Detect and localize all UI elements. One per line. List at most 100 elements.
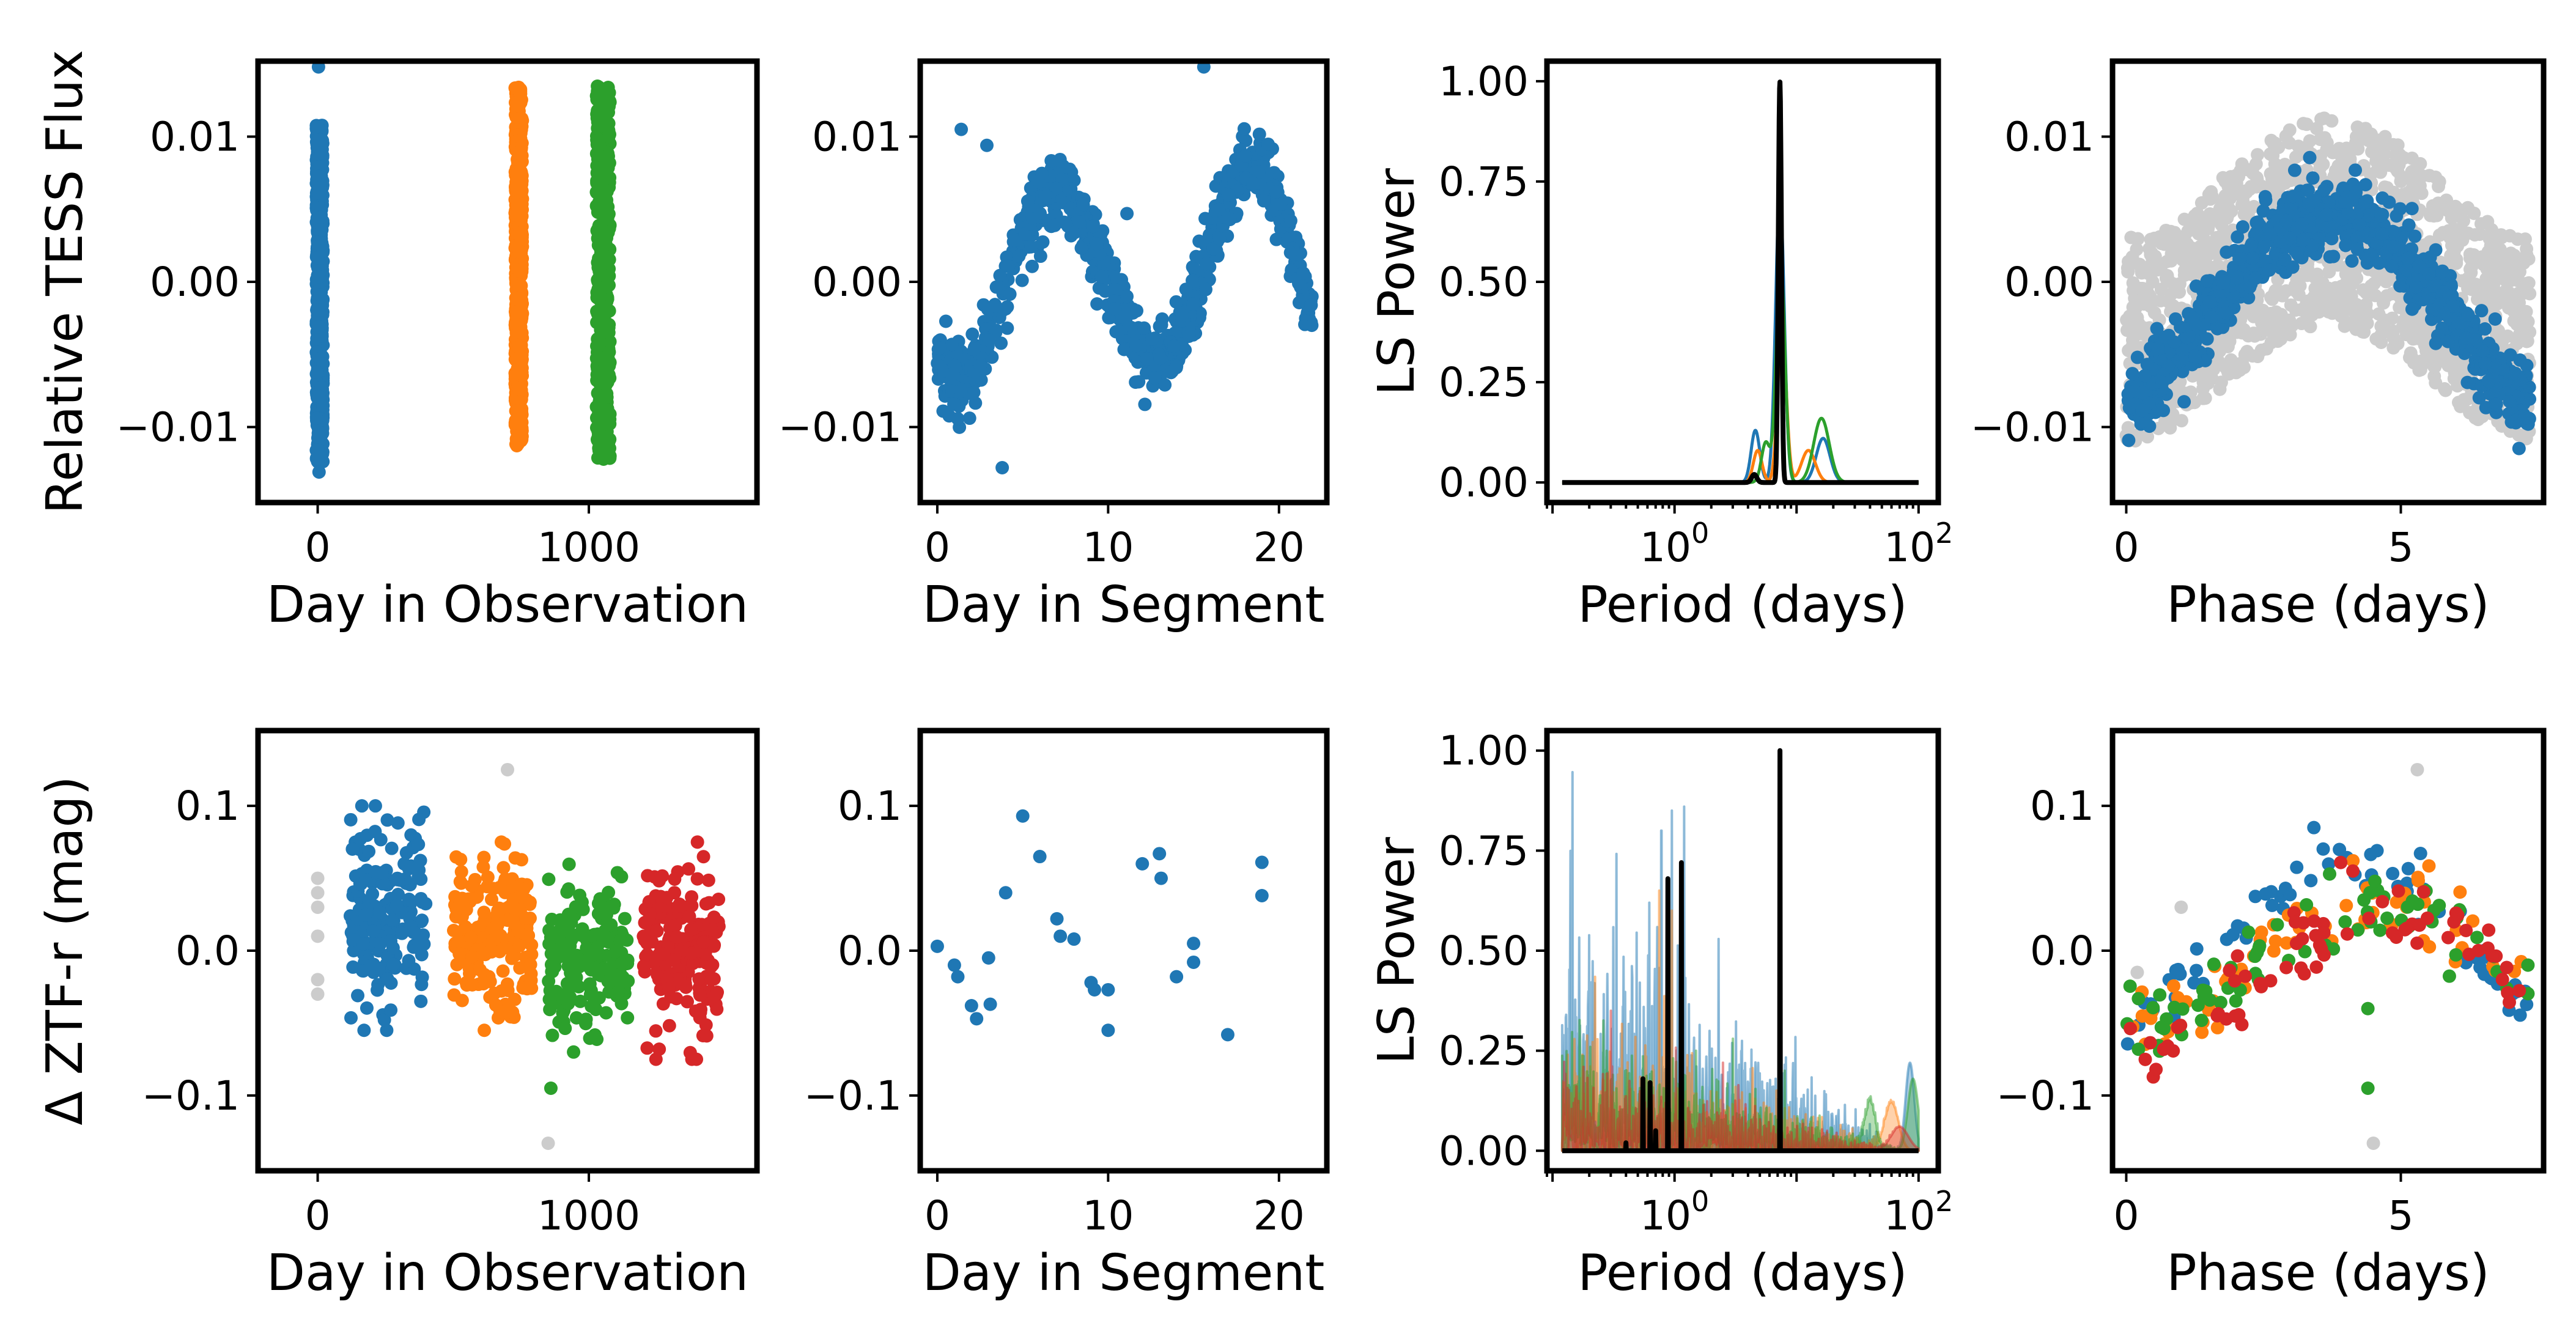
data-point	[1138, 397, 1152, 411]
data-point	[1108, 270, 1122, 284]
data-point	[2135, 404, 2149, 418]
data-point	[2303, 320, 2317, 334]
data-point	[2512, 296, 2526, 310]
y-tick-label: 0.01	[812, 114, 902, 161]
data-point	[515, 226, 529, 240]
x-axis-label: Period (days)	[1578, 576, 1907, 634]
x-tick-label: 102	[1884, 517, 1953, 571]
x-axis-label: Phase (days)	[2166, 576, 2489, 634]
data-point	[380, 1023, 394, 1037]
data-point	[2355, 325, 2369, 339]
data-point	[1283, 246, 1297, 260]
data-point	[954, 122, 969, 136]
data-point	[2427, 209, 2441, 223]
data-point	[2216, 276, 2230, 290]
y-axis-label: Relative TESS Flux	[36, 50, 94, 514]
data-point	[2177, 395, 2191, 409]
data-point	[311, 900, 325, 914]
data-point	[2409, 281, 2423, 295]
data-point	[602, 412, 616, 426]
data-point	[2325, 232, 2339, 246]
data-point	[1130, 304, 1144, 318]
data-point	[1120, 207, 1134, 221]
data-point	[311, 973, 325, 987]
data-point	[402, 893, 416, 907]
data-point	[2432, 179, 2446, 193]
data-point	[2513, 353, 2527, 367]
data-point	[1153, 352, 1167, 366]
data-point	[1000, 321, 1014, 335]
data-point	[1003, 287, 1017, 301]
data-point	[2199, 240, 2213, 254]
x-axis-label: Day in Observation	[267, 576, 748, 634]
data-point	[2386, 240, 2401, 254]
y-tick-label: 0.00	[812, 259, 902, 306]
data-point	[2319, 208, 2333, 222]
data-point	[2186, 311, 2200, 325]
data-point	[2289, 150, 2303, 164]
data-point	[1140, 352, 1154, 366]
data-point	[2308, 193, 2322, 207]
y-tick-label: 0.00	[150, 259, 240, 306]
data-point	[2121, 421, 2135, 435]
plot-area	[1560, 79, 1921, 485]
data-point	[2463, 247, 2477, 261]
data-point	[509, 352, 523, 366]
data-point	[368, 799, 382, 813]
data-point	[995, 461, 1009, 474]
data-point	[541, 1137, 555, 1150]
data-point	[2352, 135, 2366, 149]
data-point	[2273, 235, 2287, 249]
data-point	[2359, 286, 2373, 300]
data-point	[2125, 325, 2139, 339]
data-point	[2236, 196, 2250, 210]
data-point	[1257, 194, 1271, 208]
data-point	[2288, 279, 2302, 293]
data-point	[2386, 324, 2401, 338]
data-point	[2122, 433, 2136, 448]
data-point	[1206, 241, 1220, 256]
data-point	[2155, 375, 2169, 389]
data-point	[2358, 178, 2372, 192]
data-point	[344, 1011, 358, 1025]
data-point	[511, 177, 525, 191]
data-point	[2461, 308, 2475, 322]
data-point	[2438, 383, 2452, 397]
data-point	[962, 411, 976, 426]
data-point	[2126, 300, 2140, 314]
data-point	[2212, 355, 2226, 369]
data-point	[2131, 232, 2145, 246]
data-point	[312, 389, 326, 404]
data-point	[2303, 150, 2317, 164]
data-point	[312, 270, 326, 284]
data-point	[1025, 259, 1039, 273]
data-point	[2489, 397, 2503, 411]
data-point	[2443, 356, 2457, 370]
data-point	[994, 336, 1008, 350]
data-point	[2161, 233, 2175, 247]
x-tick-label: 100	[1640, 517, 1709, 571]
data-point	[2484, 286, 2498, 300]
data-point	[2491, 323, 2505, 337]
data-point	[512, 146, 526, 160]
data-point	[312, 465, 326, 479]
data-point	[2264, 167, 2278, 181]
data-point	[2204, 310, 2218, 324]
data-point	[313, 159, 327, 173]
data-point	[2243, 182, 2257, 196]
data-point	[2279, 213, 2293, 227]
data-point	[2419, 344, 2433, 358]
data-point	[596, 325, 610, 339]
data-point	[2331, 159, 2345, 173]
data-point	[1158, 378, 1172, 392]
data-point	[2177, 212, 2191, 226]
data-point	[2251, 148, 2265, 162]
data-point	[2142, 291, 2156, 305]
data-point	[947, 397, 961, 411]
data-point	[2301, 183, 2315, 197]
data-point	[2248, 329, 2262, 343]
data-point	[2401, 263, 2415, 277]
data-point	[592, 87, 606, 101]
data-point	[514, 83, 528, 97]
